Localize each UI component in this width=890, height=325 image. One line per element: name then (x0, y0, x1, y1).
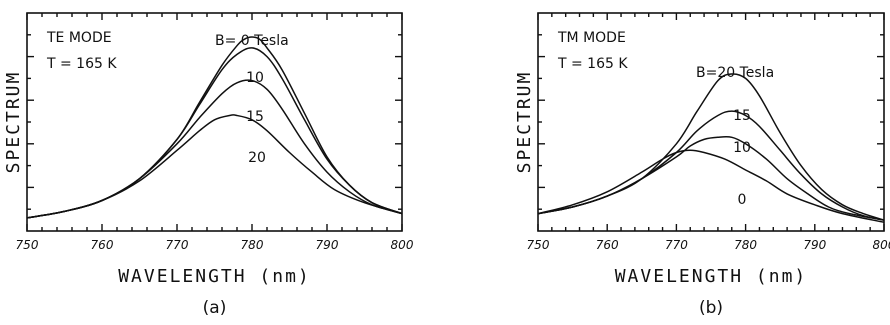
series-line (537, 110, 885, 221)
series-label: 15 (733, 108, 751, 124)
series-line (26, 47, 403, 219)
x-tick-label: 790 (803, 238, 826, 252)
x-tick-label: 780 (734, 238, 757, 252)
x-axis-label: WAVELENGTH (nm) (615, 266, 808, 287)
panel-label: (b) (699, 298, 723, 318)
x-tick-label: 790 (316, 238, 339, 252)
x-axis-label: WAVELENGTH (nm) (118, 266, 311, 287)
temperature-annotation: T = 165 K (557, 56, 628, 72)
y-axis-label: SPECTRUM (514, 71, 535, 174)
x-tick-label: 760 (91, 238, 114, 252)
mode-annotation: TE MODE (46, 30, 112, 46)
y-axis-label: SPECTRUM (3, 71, 24, 174)
series-line (26, 79, 403, 219)
x-tick-label: 750 (527, 238, 550, 252)
x-tick-label: 800 (873, 238, 890, 252)
series-label: 10 (733, 140, 751, 156)
x-tick-label: 770 (665, 238, 688, 252)
series-label: 0 (738, 192, 747, 208)
series-label: B= 0 Tesla (215, 33, 289, 49)
series-label: 10 (246, 70, 264, 86)
temperature-annotation: T = 165 K (46, 56, 117, 72)
series-line (537, 149, 885, 224)
chart-panel-b: 750 760 770 780 790 800 WAVELENGTH (nm) SPECTRU… (514, 12, 890, 318)
series-line (26, 114, 403, 219)
x-tick-label: 760 (596, 238, 619, 252)
x-tick-label: 750 (16, 238, 39, 252)
x-tick-label: 780 (241, 238, 264, 252)
x-tick-label: 770 (166, 238, 189, 252)
series-label: 20 (248, 150, 266, 166)
mode-annotation: TM MODE (557, 30, 626, 46)
series-label: B=20 Tesla (696, 65, 774, 81)
chart-panel-a: 750 760 770 780 790 800 WAVELENGTH (nm) SPECTRU… (3, 12, 414, 318)
x-tick-label: 800 (391, 238, 414, 252)
series-line (537, 135, 885, 221)
series-label: 15 (246, 109, 264, 125)
panel-label: (a) (203, 298, 227, 318)
